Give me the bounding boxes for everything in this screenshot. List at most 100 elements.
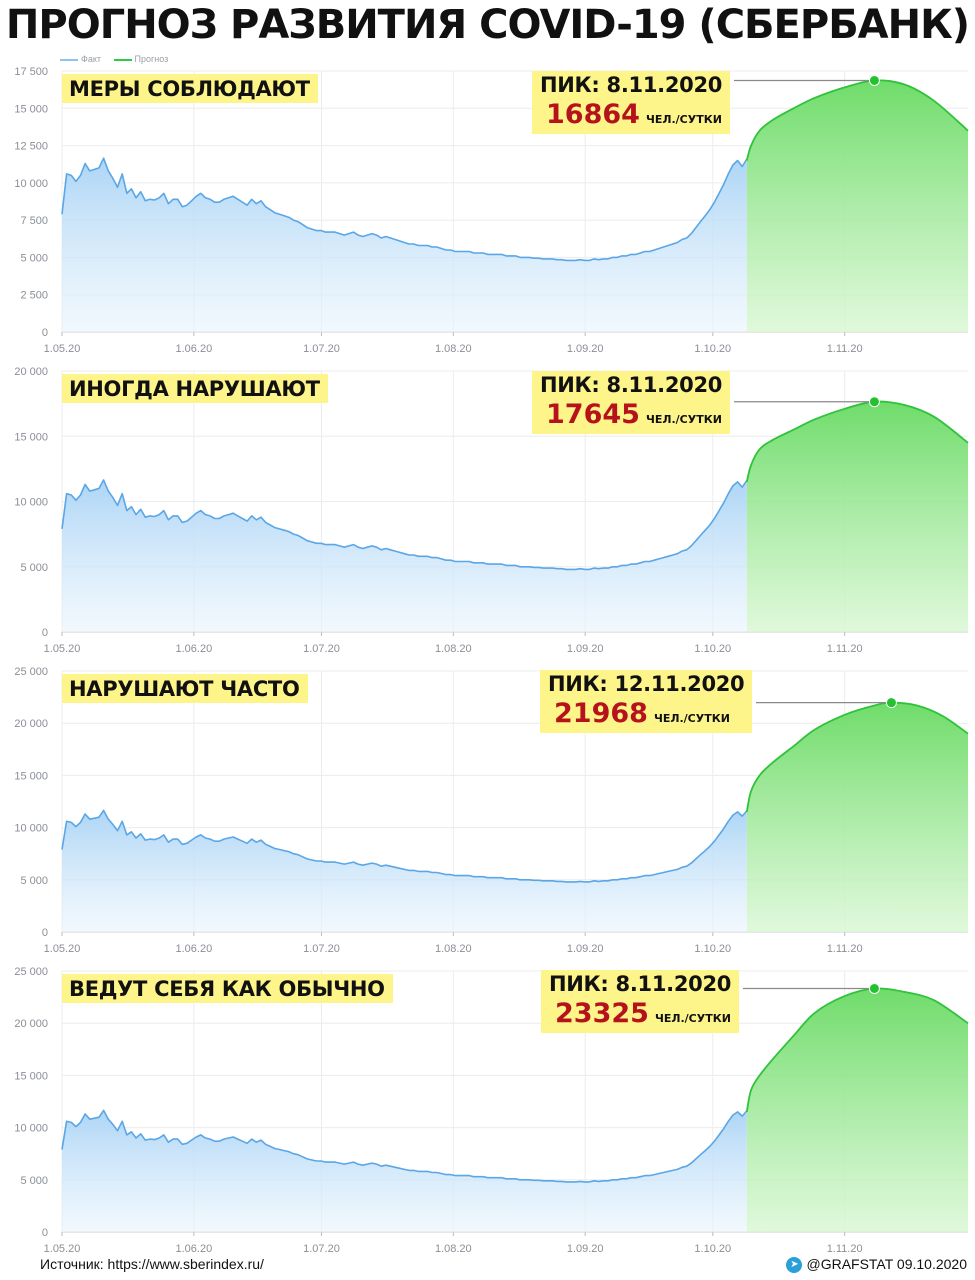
x-tick-label: 1.11.20 — [827, 643, 863, 655]
fact-area — [62, 158, 747, 332]
legend-item-forecast[interactable]: Прогноз — [113, 54, 169, 64]
legend-label-fact: Факт — [81, 54, 102, 64]
x-tick-label: 1.07.20 — [303, 943, 340, 955]
legend-swatch-fact — [60, 58, 78, 61]
x-tick-label: 1.10.20 — [694, 943, 731, 955]
y-tick-label: 20 000 — [14, 1018, 48, 1030]
y-tick-label: 0 — [42, 927, 48, 939]
peak-value: 23325 — [555, 998, 649, 1029]
x-tick-label: 1.06.20 — [176, 1243, 213, 1255]
peak-unit: ЧЕЛ./СУТКИ — [645, 413, 722, 426]
y-tick-label: 15 000 — [14, 431, 48, 443]
y-tick-label: 5 000 — [20, 875, 48, 887]
y-tick-label: 10 000 — [14, 1123, 48, 1135]
y-tick-label: 5 000 — [20, 1175, 48, 1187]
y-tick-label: 20 000 — [14, 718, 48, 730]
x-tick-label: 1.10.20 — [694, 1243, 731, 1255]
x-tick-label: 1.05.20 — [44, 643, 81, 655]
peak-date-label: ПИК: 8.11.2020 — [549, 972, 732, 996]
scenario-label: НАРУШАЮТ ЧАСТО — [62, 674, 308, 703]
x-tick-label: 1.05.20 — [44, 943, 81, 955]
y-tick-label: 15 000 — [14, 770, 48, 782]
x-tick-label: 1.06.20 — [176, 343, 213, 355]
peak-callout: ПИК: 8.11.2020 16864 ЧЕЛ./СУТКИ — [532, 71, 731, 134]
x-tick-label: 1.09.20 — [567, 643, 604, 655]
peak-value: 16864 — [546, 99, 640, 130]
telegram-icon: ➤ — [786, 1257, 803, 1274]
chart-svg-4: 0 5 000 10 000 15 000 20 000 25 000 1.05.20 1.0… — [14, 966, 969, 1255]
forecast-area — [746, 702, 968, 932]
peak-unit: ЧЕЛ./СУТКИ — [653, 712, 730, 725]
x-tick-label: 1.11.20 — [827, 343, 863, 355]
peak-callout: ПИК: 8.11.2020 23325 ЧЕЛ./СУТКИ — [541, 970, 740, 1033]
peak-marker[interactable] — [868, 982, 880, 994]
forecast-line — [745, 701, 969, 813]
y-tick-label: 0 — [42, 627, 48, 639]
peak-value: 21968 — [554, 698, 648, 729]
x-tick-label: 1.10.20 — [694, 343, 731, 355]
x-tick-label: 1.11.20 — [827, 943, 863, 955]
fact-line — [61, 479, 748, 571]
forecast-line — [745, 987, 969, 1113]
legend-item-fact[interactable]: Факт — [60, 54, 101, 64]
y-tick-label: 20 000 — [14, 366, 48, 378]
scenario-label: МЕРЫ СОБЛЮДАЮТ — [62, 74, 318, 103]
chart-legend: Факт Прогноз — [60, 54, 178, 64]
x-tick-label: 1.11.20 — [827, 1243, 863, 1255]
peak-date-label: ПИК: 8.11.2020 — [540, 73, 723, 97]
legend-swatch-forecast — [113, 58, 132, 61]
chart-panel-3: 0 5 000 10 000 15 000 20 000 25 000 1.05.20 1.0… — [0, 660, 975, 960]
credit-text: @GRAFSTAT 09.10.2020 — [806, 1256, 967, 1272]
forecast-line — [745, 79, 969, 161]
peak-unit: ЧЕЛ./СУТКИ — [654, 1012, 731, 1025]
x-tick-label: 1.06.20 — [176, 643, 213, 655]
y-tick-label: 25 000 — [14, 966, 48, 978]
y-tick-label: 15 000 — [14, 1070, 48, 1082]
peak-date-label: ПИК: 8.11.2020 — [540, 373, 723, 397]
x-tick-label: 1.09.20 — [567, 1243, 604, 1255]
peak-marker[interactable] — [885, 697, 897, 709]
peak-callout: ПИК: 12.11.2020 21968 ЧЕЛ./СУТКИ — [540, 670, 753, 733]
chart-panel-4: 0 5 000 10 000 15 000 20 000 25 000 1.05.20 1.0… — [0, 960, 975, 1260]
x-tick-label: 1.05.20 — [44, 343, 81, 355]
chart-svg-2: 0 5 000 10 000 15 000 20 000 1.05.20 1.06.20 1.… — [14, 366, 969, 655]
legend-label-forecast: Прогноз — [134, 54, 169, 64]
y-tick-label: 15 000 — [14, 103, 48, 115]
peak-marker[interactable] — [868, 74, 880, 86]
peak-value: 17645 — [546, 399, 640, 430]
x-tick-label: 1.08.20 — [435, 943, 472, 955]
y-tick-label: 2 500 — [20, 290, 48, 302]
y-tick-label: 5 000 — [20, 252, 48, 264]
fact-area — [62, 810, 747, 932]
fact-line — [61, 809, 748, 883]
scenario-label: ИНОГДА НАРУШАЮТ — [62, 374, 328, 403]
x-tick-label: 1.07.20 — [303, 643, 340, 655]
peak-unit: ЧЕЛ./СУТКИ — [645, 113, 722, 126]
forecast-line — [745, 400, 969, 483]
x-tick-label: 1.08.20 — [435, 343, 472, 355]
x-tick-label: 1.08.20 — [435, 1243, 472, 1255]
forecast-area — [746, 401, 968, 632]
y-tick-label: 0 — [42, 327, 48, 339]
x-tick-label: 1.06.20 — [176, 943, 213, 955]
x-tick-label: 1.07.20 — [303, 343, 340, 355]
x-tick-label: 1.08.20 — [435, 643, 472, 655]
forecast-area — [746, 988, 968, 1232]
peak-marker[interactable] — [868, 396, 880, 408]
x-tick-label: 1.07.20 — [303, 1243, 340, 1255]
y-tick-label: 17 500 — [14, 66, 48, 78]
chart-svg-1: 0 2 500 5 000 7 500 10 000 12 500 15 000 17 500… — [14, 66, 969, 355]
y-tick-label: 10 000 — [14, 823, 48, 835]
chart-panel-2: 0 5 000 10 000 15 000 20 000 1.05.20 1.06.20 1.… — [0, 360, 975, 660]
x-tick-label: 1.09.20 — [567, 943, 604, 955]
fact-area — [62, 480, 747, 632]
fact-line — [61, 157, 748, 262]
y-tick-label: 7 500 — [20, 215, 48, 227]
y-tick-label: 0 — [42, 1227, 48, 1239]
peak-date-label: ПИК: 12.11.2020 — [548, 672, 745, 696]
x-tick-label: 1.05.20 — [44, 1243, 81, 1255]
y-tick-label: 10 000 — [14, 497, 48, 509]
y-tick-label: 25 000 — [14, 666, 48, 678]
x-tick-label: 1.09.20 — [567, 343, 604, 355]
y-tick-label: 12 500 — [14, 141, 48, 153]
